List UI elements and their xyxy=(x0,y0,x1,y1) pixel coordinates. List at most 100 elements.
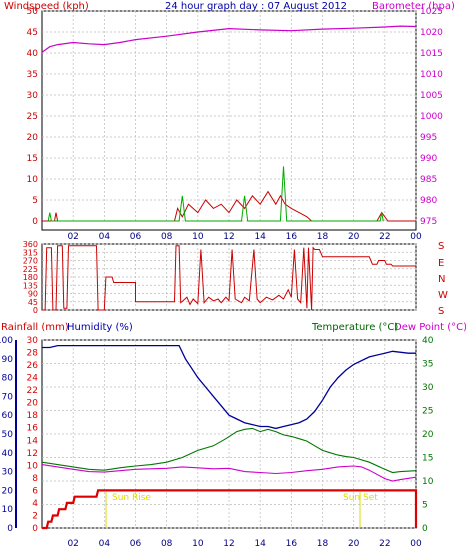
y-tick-baro-1020: 1020 xyxy=(420,28,443,38)
grid-layer xyxy=(42,10,417,529)
humidity-line xyxy=(42,344,416,430)
y-tick-wind-35: 35 xyxy=(27,70,38,80)
y-tick-dir-0: 0 xyxy=(33,306,38,315)
x-tick-bottom-00: 00 xyxy=(410,539,422,549)
y-tick-wind-10: 10 xyxy=(27,175,39,185)
direction-letter-bottom-s: S xyxy=(438,306,444,317)
y-tick-baro-990: 990 xyxy=(420,154,437,164)
chart-title: 24 hour graph day : 07 August 2012 xyxy=(165,1,347,12)
direction-letter-n: N xyxy=(438,274,445,285)
y-tick-baro-1010: 1010 xyxy=(420,70,443,80)
windspeed-label: Windspeed (kph) xyxy=(4,1,89,12)
y-tick-wind-0: 0 xyxy=(32,217,38,227)
x-tick-top-10: 10 xyxy=(192,232,204,242)
y-tick-rain-4: 4 xyxy=(32,499,38,509)
direction-letters: S E N W S xyxy=(438,241,448,317)
y-tick-baro-975: 975 xyxy=(420,217,437,227)
y-tick-baro-995: 995 xyxy=(420,133,437,143)
x-tick-top-00: 00 xyxy=(410,232,422,242)
axes-layer: 0202040406060808101012121414161618182020… xyxy=(0,7,443,549)
y-tick-rain-14: 14 xyxy=(27,436,39,446)
windspeed-line xyxy=(42,190,416,222)
x-tick-bottom-04: 04 xyxy=(99,539,111,549)
y-tick-hum-0: 0 xyxy=(7,524,13,534)
x-tick-top-04: 04 xyxy=(99,232,111,242)
y-tick-wind-40: 40 xyxy=(27,49,39,59)
y-tick-baro-980: 980 xyxy=(420,196,437,206)
y-tick-wind-20: 20 xyxy=(27,133,39,143)
gust-line xyxy=(47,166,384,222)
wind-direction-line xyxy=(42,245,416,311)
dewpoint-label: Dew Point (°C) xyxy=(394,322,466,333)
y-tick-wind-30: 30 xyxy=(27,91,39,101)
y-tick-hum-30: 30 xyxy=(2,468,14,478)
y-tick-temp-10: 10 xyxy=(422,477,434,487)
y-tick-baro-1025: 1025 xyxy=(420,7,443,17)
x-tick-bottom-10: 10 xyxy=(192,539,204,549)
x-tick-top-18: 18 xyxy=(317,232,329,242)
y-tick-dir-225: 225 xyxy=(23,265,38,274)
y-tick-rain-18: 18 xyxy=(27,411,39,421)
barometer-line xyxy=(41,25,417,53)
x-tick-top-22: 22 xyxy=(379,232,390,242)
y-tick-hum-10: 10 xyxy=(2,505,14,515)
y-tick-rain-8: 8 xyxy=(32,474,38,484)
x-tick-bottom-14: 14 xyxy=(254,539,266,549)
x-tick-bottom-20: 20 xyxy=(348,539,360,549)
y-tick-dir-360: 360 xyxy=(23,240,38,249)
y-tick-wind-45: 45 xyxy=(27,28,38,38)
y-tick-dir-135: 135 xyxy=(23,281,38,290)
y-tick-dir-270: 270 xyxy=(23,257,38,266)
x-tick-bottom-16: 16 xyxy=(286,539,298,549)
barometer-label: Barometer (hpa) xyxy=(372,1,455,12)
y-tick-rain-30: 30 xyxy=(27,336,39,346)
sunset-label: Sun Set xyxy=(343,493,378,503)
y-tick-temp-25: 25 xyxy=(422,407,433,417)
y-tick-rain-22: 22 xyxy=(27,386,38,396)
y-tick-hum-80: 80 xyxy=(2,374,14,384)
y-tick-rain-0: 0 xyxy=(32,524,38,534)
y-tick-rain-24: 24 xyxy=(27,374,39,384)
sunrise-label: Sun Rise xyxy=(112,493,151,503)
temperature-label: Temperature (°C) xyxy=(311,322,398,333)
y-tick-hum-90: 90 xyxy=(2,355,14,365)
y-tick-wind-25: 25 xyxy=(27,112,38,122)
y-tick-dir-45: 45 xyxy=(28,298,38,307)
y-tick-hum-20: 20 xyxy=(2,486,14,496)
y-tick-dir-180: 180 xyxy=(23,273,38,282)
dewpoint-line xyxy=(41,464,417,482)
x-tick-top-12: 12 xyxy=(223,232,234,242)
x-tick-bottom-12: 12 xyxy=(223,539,234,549)
x-tick-top-14: 14 xyxy=(254,232,266,242)
rainfall-line xyxy=(42,489,418,530)
y-tick-rain-26: 26 xyxy=(27,361,39,371)
x-tick-top-08: 08 xyxy=(161,232,173,242)
y-tick-temp-20: 20 xyxy=(422,430,434,440)
y-tick-hum-40: 40 xyxy=(2,449,14,459)
x-tick-bottom-02: 02 xyxy=(67,539,78,549)
x-tick-top-02: 02 xyxy=(67,232,78,242)
y-tick-baro-1005: 1005 xyxy=(420,91,443,101)
x-tick-bottom-18: 18 xyxy=(317,539,329,549)
y-tick-temp-5: 5 xyxy=(422,501,428,511)
y-tick-rain-28: 28 xyxy=(27,349,39,359)
rainfall-label: Rainfall (mm) xyxy=(1,322,69,333)
y-tick-baro-985: 985 xyxy=(420,175,437,185)
y-tick-rain-2: 2 xyxy=(32,511,38,521)
x-tick-bottom-22: 22 xyxy=(379,539,390,549)
direction-letter-w: W xyxy=(438,290,448,301)
y-tick-wind-15: 15 xyxy=(27,154,38,164)
y-tick-hum-50: 50 xyxy=(2,430,14,440)
y-tick-hum-100: 100 xyxy=(0,336,13,346)
y-tick-hum-70: 70 xyxy=(2,392,14,402)
direction-letter-top-s: S xyxy=(438,241,444,252)
series-layer xyxy=(41,25,418,530)
y-tick-wind-5: 5 xyxy=(32,196,38,206)
x-tick-bottom-08: 08 xyxy=(161,539,173,549)
y-tick-wind-50: 50 xyxy=(27,7,39,17)
x-tick-top-20: 20 xyxy=(348,232,360,242)
temperature-line xyxy=(41,427,417,474)
y-tick-dir-90: 90 xyxy=(28,290,38,299)
y-tick-temp-30: 30 xyxy=(422,383,434,393)
